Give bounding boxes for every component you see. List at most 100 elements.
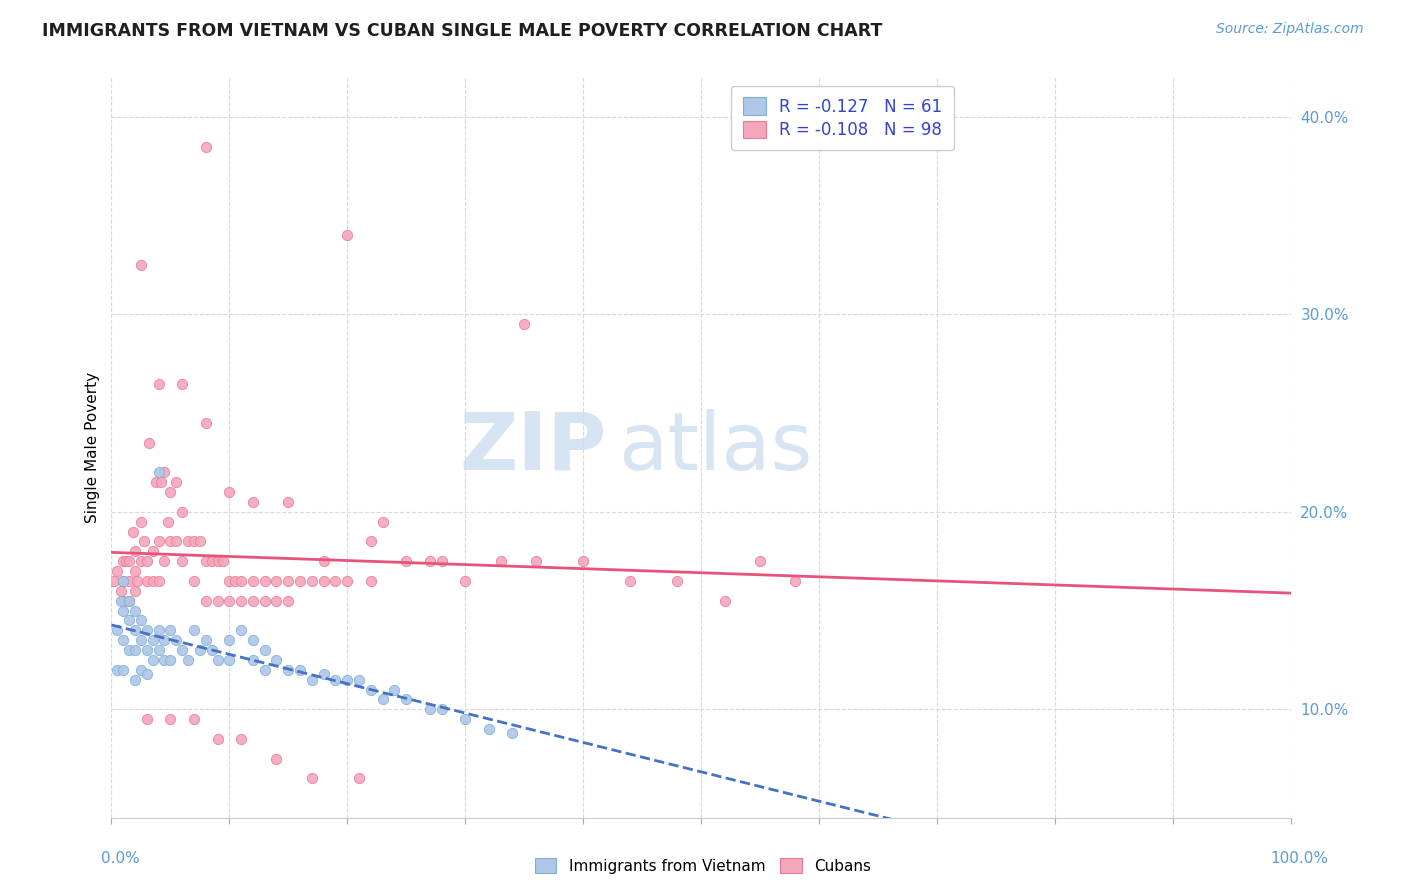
Point — [229, 593, 252, 607]
Point — [148, 624, 170, 638]
Point — [242, 593, 264, 607]
Point — [142, 653, 165, 667]
Point — [253, 593, 276, 607]
Point — [112, 663, 135, 677]
Point — [110, 583, 132, 598]
Point — [194, 416, 217, 430]
Point — [105, 624, 128, 638]
Point — [430, 554, 453, 568]
Point — [619, 574, 641, 588]
Point — [277, 663, 299, 677]
Point — [153, 653, 176, 667]
Legend: R = -0.127   N = 61, R = -0.108   N = 98: R = -0.127 N = 61, R = -0.108 N = 98 — [731, 86, 955, 151]
Point — [360, 682, 382, 697]
Point — [148, 466, 170, 480]
Point — [129, 258, 152, 272]
Point — [371, 515, 394, 529]
Text: 100.0%: 100.0% — [1271, 851, 1329, 865]
Point — [183, 624, 205, 638]
Point — [124, 643, 146, 657]
Point — [253, 663, 276, 677]
Point — [218, 485, 240, 500]
Point — [135, 712, 157, 726]
Point — [277, 574, 299, 588]
Point — [177, 653, 200, 667]
Point — [360, 574, 382, 588]
Point — [118, 554, 141, 568]
Point — [218, 633, 240, 648]
Legend: Immigrants from Vietnam, Cubans: Immigrants from Vietnam, Cubans — [529, 852, 877, 880]
Point — [159, 653, 181, 667]
Point — [159, 624, 181, 638]
Point — [201, 643, 224, 657]
Point — [454, 712, 477, 726]
Point — [288, 574, 311, 588]
Point — [118, 614, 141, 628]
Point — [129, 663, 152, 677]
Point — [118, 593, 141, 607]
Point — [312, 574, 335, 588]
Point — [118, 643, 141, 657]
Point — [360, 534, 382, 549]
Point — [145, 475, 167, 490]
Point — [194, 593, 217, 607]
Point — [489, 554, 512, 568]
Point — [188, 643, 211, 657]
Point — [454, 574, 477, 588]
Point — [105, 564, 128, 578]
Point — [325, 574, 347, 588]
Point — [395, 692, 418, 706]
Point — [419, 554, 441, 568]
Point — [207, 593, 229, 607]
Point — [218, 574, 240, 588]
Point — [172, 505, 194, 519]
Point — [149, 475, 172, 490]
Point — [253, 643, 276, 657]
Point — [266, 752, 288, 766]
Point — [112, 554, 135, 568]
Point — [266, 593, 288, 607]
Point — [129, 633, 152, 648]
Point — [207, 554, 229, 568]
Point — [371, 692, 394, 706]
Point — [194, 554, 217, 568]
Point — [105, 663, 128, 677]
Point — [572, 554, 595, 568]
Point — [114, 554, 136, 568]
Point — [153, 633, 176, 648]
Point — [188, 534, 211, 549]
Point — [165, 534, 187, 549]
Point — [153, 466, 176, 480]
Point — [112, 633, 135, 648]
Point — [336, 673, 359, 687]
Point — [112, 574, 135, 588]
Point — [148, 376, 170, 391]
Point — [172, 643, 194, 657]
Point — [478, 722, 501, 736]
Point — [183, 712, 205, 726]
Point — [142, 633, 165, 648]
Point — [266, 653, 288, 667]
Point — [253, 574, 276, 588]
Point — [301, 574, 323, 588]
Point — [212, 554, 235, 568]
Point — [124, 624, 146, 638]
Point — [201, 554, 224, 568]
Text: 0.0%: 0.0% — [101, 851, 141, 865]
Point — [135, 666, 157, 681]
Point — [194, 633, 217, 648]
Point — [165, 633, 187, 648]
Point — [183, 534, 205, 549]
Point — [103, 574, 125, 588]
Point — [266, 574, 288, 588]
Point — [148, 534, 170, 549]
Point — [165, 475, 187, 490]
Point — [129, 515, 152, 529]
Point — [224, 574, 246, 588]
Point — [336, 574, 359, 588]
Point — [183, 574, 205, 588]
Point — [288, 663, 311, 677]
Point — [153, 554, 176, 568]
Point — [301, 673, 323, 687]
Point — [242, 495, 264, 509]
